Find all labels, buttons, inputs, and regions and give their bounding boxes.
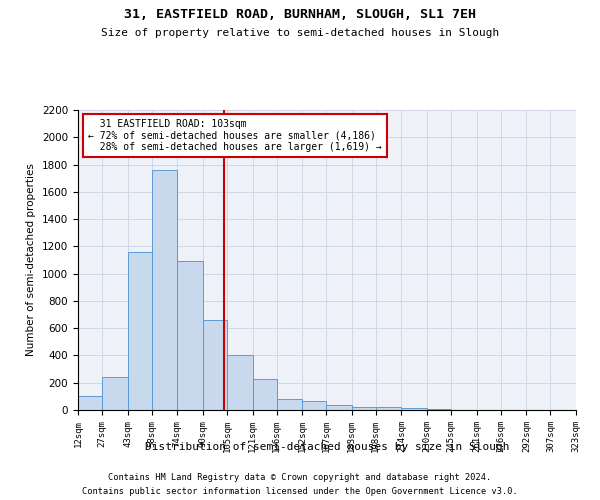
Bar [253, 378, 277, 410]
Bar [152, 170, 177, 410]
Bar [277, 399, 302, 410]
Y-axis label: Number of semi-detached properties: Number of semi-detached properties [26, 164, 37, 356]
Bar [401, 408, 427, 410]
Text: Distribution of semi-detached houses by size in Slough: Distribution of semi-detached houses by … [145, 442, 509, 452]
Bar [177, 262, 203, 410]
Text: Contains public sector information licensed under the Open Government Licence v3: Contains public sector information licen… [82, 488, 518, 496]
Bar [227, 356, 253, 410]
Text: 31, EASTFIELD ROAD, BURNHAM, SLOUGH, SL1 7EH: 31, EASTFIELD ROAD, BURNHAM, SLOUGH, SL1… [124, 8, 476, 20]
Bar [102, 378, 128, 410]
Bar [326, 405, 352, 410]
Bar [203, 320, 227, 410]
Bar [427, 408, 451, 410]
Bar [78, 396, 102, 410]
Bar [302, 401, 326, 410]
Bar [376, 408, 401, 410]
Text: 31 EASTFIELD ROAD: 103sqm
← 72% of semi-detached houses are smaller (4,186)
  28: 31 EASTFIELD ROAD: 103sqm ← 72% of semi-… [88, 119, 382, 152]
Bar [128, 252, 152, 410]
Text: Size of property relative to semi-detached houses in Slough: Size of property relative to semi-detach… [101, 28, 499, 38]
Text: Contains HM Land Registry data © Crown copyright and database right 2024.: Contains HM Land Registry data © Crown c… [109, 472, 491, 482]
Bar [352, 406, 376, 410]
